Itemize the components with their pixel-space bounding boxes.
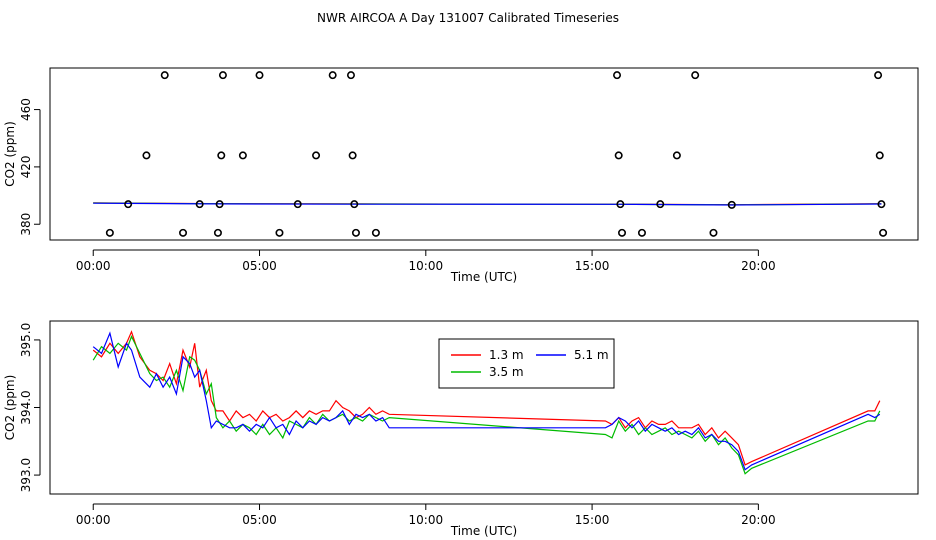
data-point	[238, 151, 247, 160]
data-point	[328, 71, 337, 80]
data-point	[217, 151, 226, 160]
data-point	[371, 228, 380, 237]
x-axis-label: Time (UTC)	[450, 270, 517, 284]
data-point	[179, 228, 188, 237]
data-point	[874, 71, 883, 80]
y-tick-label: 380	[19, 213, 33, 236]
y-axis-label: CO2 (ppm)	[3, 375, 17, 441]
data-point	[348, 151, 357, 160]
data-point	[614, 151, 623, 160]
plot-frame	[49, 67, 919, 241]
data-point	[691, 71, 700, 80]
x-tick-label: 05:00	[242, 513, 277, 527]
y-tick-label: 460	[19, 98, 33, 121]
y-axis-label: CO2 (ppm)	[3, 121, 17, 187]
x-axis-label: Time (UTC)	[450, 524, 517, 538]
data-point	[875, 151, 884, 160]
data-point	[351, 228, 360, 237]
data-point	[656, 200, 665, 209]
legend-label: 3.5 m	[489, 365, 524, 379]
data-point	[255, 71, 264, 80]
data-point	[672, 151, 681, 160]
data-point	[879, 228, 888, 237]
data-point	[215, 200, 224, 209]
data-point	[105, 228, 114, 237]
data-point	[293, 200, 302, 209]
x-tick-label: 05:00	[242, 259, 277, 273]
data-point	[637, 228, 646, 237]
x-tick-label: 00:00	[76, 259, 111, 273]
data-point	[616, 200, 625, 209]
x-tick-label: 15:00	[575, 259, 610, 273]
data-point	[142, 151, 151, 160]
data-point	[613, 71, 622, 80]
data-point	[350, 200, 359, 209]
legend-label: 5.1 m	[574, 348, 609, 362]
plot-frame	[49, 320, 919, 495]
y-tick-label: 395.0	[19, 323, 33, 357]
data-point	[275, 228, 284, 237]
top-panel: 00:00 05:00 10:00 15:00 20:00 Time (UTC) 380 42…	[3, 67, 919, 284]
legend-label: 1.3 m	[489, 348, 524, 362]
data-point	[877, 200, 886, 209]
x-tick-label: 15:00	[575, 513, 610, 527]
data-point	[124, 200, 133, 209]
data-point	[213, 228, 222, 237]
page-title: NWR AIRCOA A Day 131007 Calibrated Times…	[317, 11, 619, 25]
y-tick-label: 394.0	[19, 390, 33, 424]
legend: 1.3 m 5.1 m 3.5 m	[438, 338, 615, 389]
legend-box	[438, 338, 615, 389]
x-tick-label: 10:00	[409, 513, 444, 527]
data-point	[709, 228, 718, 237]
data-point	[727, 200, 736, 209]
data-point	[346, 71, 355, 80]
data-point	[218, 71, 227, 80]
x-tick-label: 20:00	[741, 513, 776, 527]
x-tick-label: 10:00	[409, 259, 444, 273]
x-tick-label: 20:00	[741, 259, 776, 273]
data-point	[160, 71, 169, 80]
data-point	[618, 228, 627, 237]
bottom-panel: 00:00 05:00 10:00 15:00 20:00 Time (UTC) 393.0…	[3, 320, 919, 538]
series-line-5-1-m	[92, 331, 881, 471]
series-line-1-3-m	[92, 330, 881, 466]
series-line-5-1-m	[93, 202, 882, 206]
data-point	[195, 200, 204, 209]
x-tick-label: 00:00	[76, 513, 111, 527]
y-tick-label: 420	[19, 155, 33, 178]
y-tick-label: 393.0	[19, 458, 33, 492]
data-point	[312, 151, 321, 160]
